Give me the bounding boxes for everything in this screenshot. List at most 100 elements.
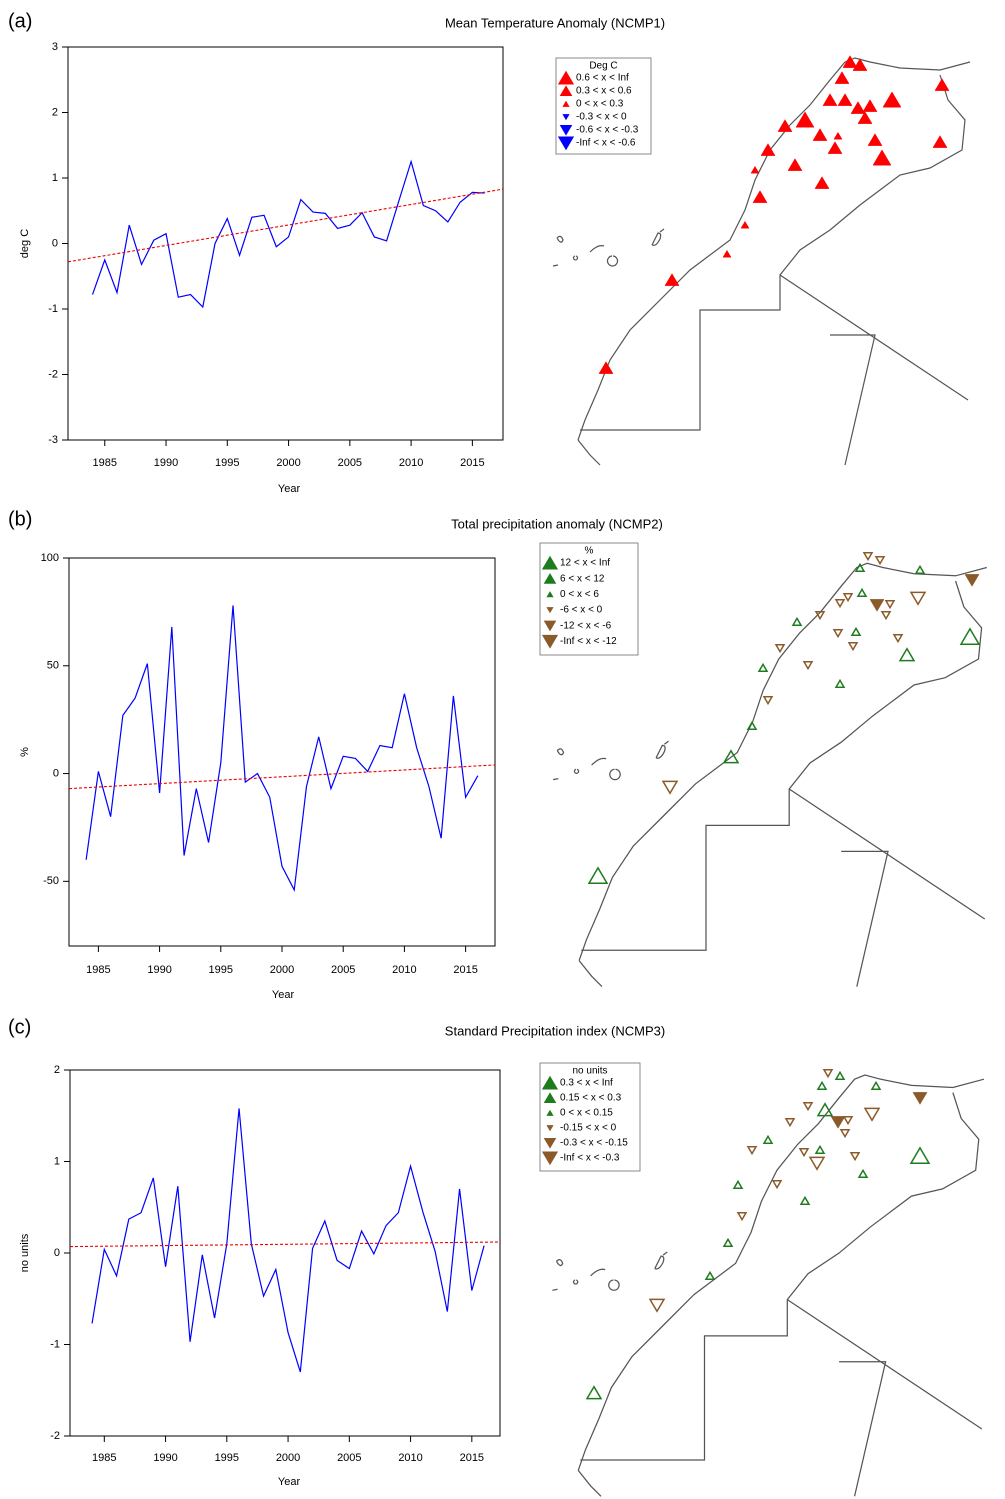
trend-line bbox=[69, 1241, 501, 1248]
panel-label: (c) bbox=[8, 1016, 31, 1038]
station-marker bbox=[869, 599, 885, 612]
station-marker bbox=[802, 1102, 814, 1112]
y-tick-label: -50 bbox=[43, 875, 59, 887]
station-marker bbox=[839, 1129, 851, 1139]
station-marker bbox=[964, 574, 980, 587]
map-legend-title: % bbox=[585, 546, 594, 557]
chart-title: Mean Temperature Anomaly (NCMP1) bbox=[445, 15, 665, 30]
map-legend-symbol bbox=[557, 70, 575, 85]
station-marker bbox=[850, 101, 866, 114]
station-marker bbox=[822, 1069, 834, 1079]
map-legend-symbol bbox=[559, 124, 573, 136]
station-marker bbox=[827, 141, 843, 154]
data-line bbox=[91, 159, 485, 309]
station-marker bbox=[648, 1298, 666, 1313]
x-tick-label: 2015 bbox=[460, 1452, 484, 1464]
x-tick-label: 1990 bbox=[154, 457, 178, 469]
station-marker bbox=[857, 111, 873, 124]
map-legend-symbol bbox=[562, 114, 570, 121]
y-axis-label: no units bbox=[19, 1233, 31, 1272]
station-marker bbox=[762, 1134, 774, 1144]
map-legend-symbol bbox=[546, 1109, 554, 1116]
station-marker bbox=[814, 611, 826, 621]
map-legend-entry: -Inf < x < -12 bbox=[560, 636, 617, 647]
y-axis-label: % bbox=[19, 747, 31, 757]
station-marker bbox=[882, 91, 902, 108]
map-legend-entry: 6 < x < 12 bbox=[560, 573, 605, 584]
data-line bbox=[91, 1108, 485, 1373]
map-legend-symbol bbox=[541, 1075, 559, 1090]
station-marker bbox=[587, 866, 609, 884]
station-marker bbox=[856, 587, 868, 597]
x-tick-label: 2005 bbox=[331, 964, 355, 976]
station-marker bbox=[892, 634, 904, 644]
y-tick-label: 0 bbox=[52, 237, 58, 249]
x-tick-label: 2015 bbox=[460, 457, 484, 469]
map-legend-symbol bbox=[541, 1151, 559, 1166]
station-marker bbox=[736, 1212, 748, 1222]
map-legend-entry: -12 < x < -6 bbox=[560, 620, 612, 631]
station-marker bbox=[664, 273, 680, 286]
station-marker bbox=[732, 1179, 744, 1189]
station-marker bbox=[795, 111, 815, 128]
station-marker bbox=[849, 1152, 861, 1162]
map-legend-symbol bbox=[546, 591, 554, 598]
x-tick-label: 1990 bbox=[147, 964, 171, 976]
station-marker bbox=[863, 1107, 881, 1122]
station-marker bbox=[932, 135, 948, 148]
x-tick-label: 2000 bbox=[270, 964, 294, 976]
y-tick-label: 2 bbox=[54, 1064, 60, 1076]
y-tick-label: 0 bbox=[54, 1247, 60, 1259]
x-tick-label: 2010 bbox=[399, 457, 423, 469]
map-legend-entry: 0 < x < 0.15 bbox=[560, 1108, 613, 1119]
y-tick-label: 100 bbox=[41, 552, 59, 564]
station-marker bbox=[870, 1080, 882, 1090]
y-tick-label: 1 bbox=[52, 172, 58, 184]
map-legend-symbol bbox=[557, 136, 575, 151]
station-marker bbox=[777, 119, 793, 132]
station-marker bbox=[722, 1237, 734, 1247]
station-marker bbox=[812, 128, 828, 141]
station-marker bbox=[880, 611, 892, 621]
station-marker bbox=[862, 552, 874, 562]
x-axis-label: Year bbox=[278, 1476, 301, 1488]
station-marker bbox=[746, 720, 758, 730]
map-legend-entry: 0.3 < x < Inf bbox=[560, 1078, 613, 1089]
x-tick-label: 1995 bbox=[215, 457, 239, 469]
x-tick-label: 2010 bbox=[392, 964, 416, 976]
map-legend-symbol bbox=[543, 620, 557, 632]
x-tick-label: 2000 bbox=[276, 1452, 300, 1464]
station-marker bbox=[833, 131, 843, 140]
station-marker bbox=[874, 556, 886, 566]
map-legend-symbol bbox=[541, 555, 559, 570]
station-marker bbox=[799, 1195, 811, 1205]
y-tick-label: -3 bbox=[48, 434, 58, 446]
station-marker bbox=[834, 1070, 846, 1080]
station-marker bbox=[867, 133, 883, 146]
station-marker bbox=[872, 149, 892, 166]
x-axis-label: Year bbox=[278, 483, 301, 495]
station-marker bbox=[752, 190, 768, 203]
station-marker bbox=[816, 1080, 828, 1090]
map-legend-entry: -0.3 < x < 0 bbox=[576, 112, 627, 123]
station-marker bbox=[834, 678, 846, 688]
map-legend-symbol bbox=[546, 607, 554, 614]
station-marker bbox=[837, 93, 853, 106]
station-marker bbox=[816, 1102, 834, 1117]
station-marker bbox=[661, 780, 679, 795]
station-marker bbox=[762, 696, 774, 706]
trend-line bbox=[68, 764, 496, 790]
x-tick-label: 1995 bbox=[215, 1452, 239, 1464]
map-legend-title: Deg C bbox=[589, 61, 617, 72]
station-marker bbox=[854, 562, 866, 572]
station-marker bbox=[774, 644, 786, 654]
station-marker bbox=[704, 1270, 716, 1280]
map-legend-entry: -6 < x < 0 bbox=[560, 605, 603, 616]
map-legend-symbol bbox=[559, 85, 573, 97]
chart-title: Total precipitation anomaly (NCMP2) bbox=[451, 516, 663, 531]
y-axis-label: deg C bbox=[19, 229, 31, 258]
station-marker bbox=[832, 629, 844, 639]
y-tick-label: -1 bbox=[50, 1338, 60, 1350]
plot-frame bbox=[68, 557, 496, 947]
map-legend-entry: 0.6 < x < Inf bbox=[576, 73, 629, 84]
